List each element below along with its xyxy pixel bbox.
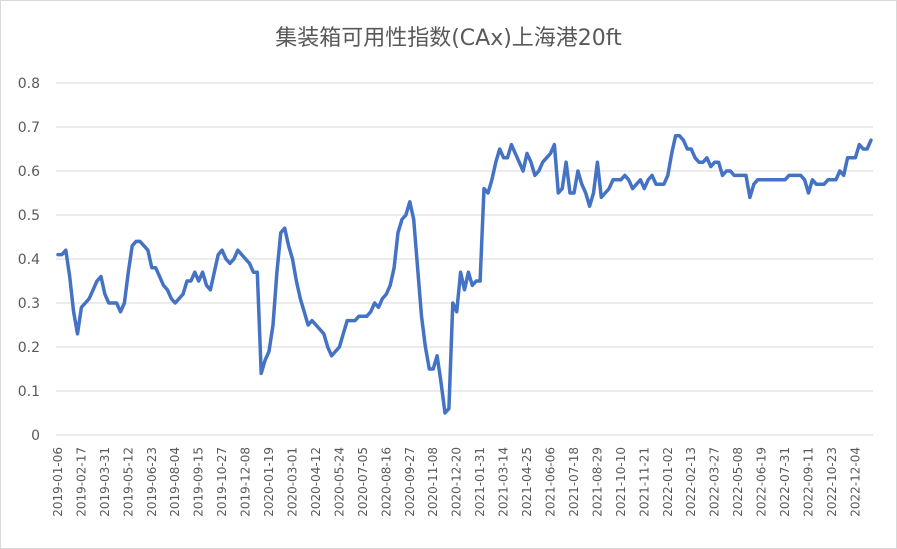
series-layer (56, 134, 873, 415)
y-tick-label: 0.4 (18, 252, 40, 268)
x-tick-label: 2021-06-06 (544, 447, 558, 517)
x-tick-label: 2021-01-31 (473, 447, 487, 517)
x-tick-label: 2021-10-10 (614, 447, 628, 517)
x-tick-label: 2019-01-06 (51, 447, 65, 517)
y-tick-label: 0.7 (18, 120, 40, 136)
x-tick-label: 2021-08-29 (590, 447, 604, 517)
x-tick-label: 2019-10-27 (215, 447, 229, 517)
y-tick-label: 0.5 (18, 208, 40, 224)
x-tick-label: 2020-07-05 (356, 447, 370, 517)
x-tick-label: 2022-09-11 (802, 447, 816, 517)
grid-layer (56, 82, 873, 436)
x-tick-label: 2020-09-27 (403, 447, 417, 517)
y-tick-label: 0.3 (18, 296, 40, 312)
y-tick-label: 0 (31, 428, 40, 444)
x-tick-label: 2022-05-08 (731, 447, 745, 517)
x-tick-label: 2022-12-04 (848, 447, 862, 517)
x-tick-label: 2019-08-04 (168, 447, 182, 517)
x-tick-label: 2020-12-20 (450, 447, 464, 517)
x-tick-label: 2022-01-02 (661, 447, 675, 517)
chart-title: 集装箱可用性指数(CAx)上海港20ft (275, 26, 622, 51)
x-tick-label: 2022-07-31 (778, 447, 792, 517)
x-tick-label: 2021-11-21 (637, 447, 651, 517)
x-tick-label: 2020-01-19 (262, 447, 276, 517)
x-tick-label: 2021-04-25 (520, 447, 534, 517)
x-tick-label: 2020-11-08 (426, 447, 440, 517)
x-axis-ticks: 2019-01-06 2019-02-17 2019-03-31 2019-05-12… (51, 447, 862, 517)
y-tick-label: 0.1 (18, 384, 40, 400)
y-tick-label: 0.8 (18, 76, 40, 92)
y-tick-label: 0.2 (18, 340, 40, 356)
x-tick-label: 2021-07-18 (567, 447, 581, 517)
x-tick-label: 2021-03-14 (497, 447, 511, 517)
x-tick-label: 2022-02-13 (684, 447, 698, 517)
x-tick-label: 2022-03-27 (708, 447, 722, 517)
y-axis-ticks: 0 0.1 0.2 0.3 0.4 0.5 0.6 0.7 0.8 (18, 76, 40, 444)
x-tick-label: 2022-10-23 (825, 447, 839, 517)
x-tick-label: 2020-04-12 (309, 447, 323, 517)
x-tick-label: 2020-05-24 (332, 447, 346, 517)
x-tick-label: 2019-05-12 (121, 447, 135, 517)
x-tick-label: 2019-03-31 (98, 447, 112, 517)
x-tick-label: 2020-03-01 (286, 447, 300, 517)
x-tick-label: 2019-12-08 (239, 447, 253, 517)
x-tick-label: 2019-02-17 (74, 447, 88, 517)
x-tick-label: 2022-06-19 (755, 447, 769, 517)
y-tick-label: 0.6 (18, 164, 40, 180)
x-tick-label: 2019-09-15 (192, 447, 206, 517)
x-tick-label: 2019-06-23 (145, 447, 159, 517)
x-tick-label: 2020-08-16 (379, 447, 393, 517)
series-line (56, 134, 873, 415)
